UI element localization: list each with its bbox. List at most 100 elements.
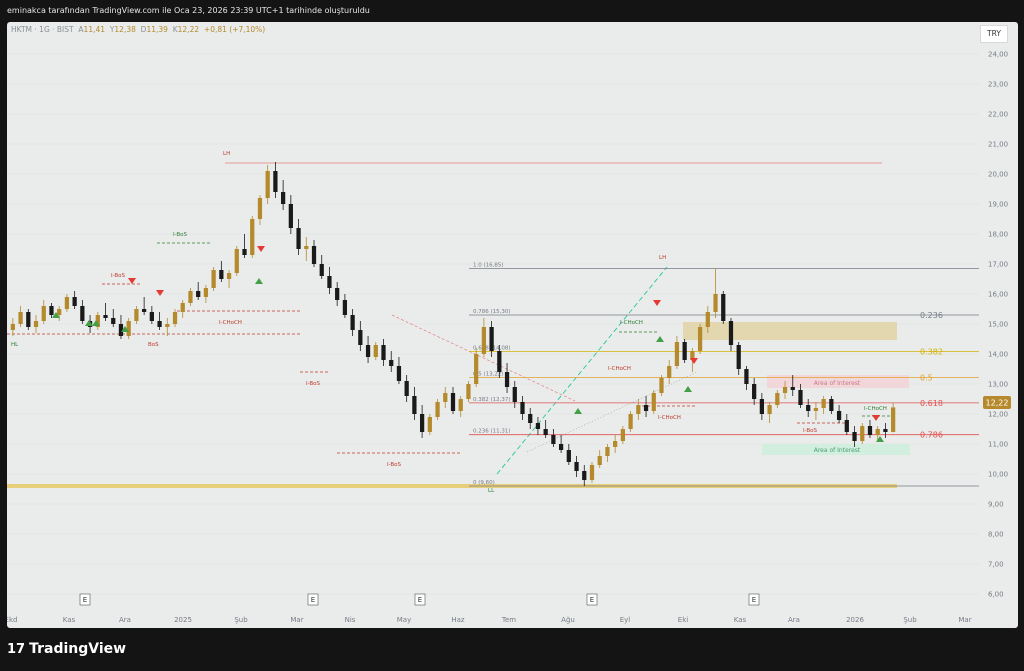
tradingview-logo[interactable]: 𝟭𝟳 TradingView: [7, 641, 126, 657]
sell-marker: [653, 300, 661, 306]
x-tick-label: Eyl: [620, 616, 631, 624]
candle-body: [288, 204, 293, 228]
label-lh-2: LH: [659, 255, 666, 261]
candle-body: [798, 390, 803, 405]
candle-body: [504, 372, 510, 387]
earnings-marker-5[interactable]: E: [748, 593, 760, 606]
x-tick-label: Haz: [451, 616, 465, 624]
y-tick-label: 13,00: [988, 381, 1008, 389]
y-tick-label: 19,00: [988, 201, 1008, 209]
y-tick-label: 16,00: [988, 291, 1008, 299]
candle-body: [280, 192, 286, 204]
candle-body: [111, 318, 116, 324]
buy-marker: [85, 320, 93, 326]
candle-body: [566, 450, 571, 462]
y-tick-label: 20,00: [988, 171, 1008, 179]
area-of-interest-upper-label: Area of Interest: [814, 380, 861, 387]
high-value: 12,38: [114, 25, 136, 34]
candle-body: [10, 324, 15, 330]
candle-body: [265, 171, 270, 198]
x-tick-label: Mar: [958, 616, 971, 624]
candle-body: [489, 327, 494, 351]
candle-body: [643, 405, 649, 411]
earnings-marker-4[interactable]: E: [586, 593, 598, 606]
candle-body: [713, 294, 718, 312]
x-tick-label: 2026: [846, 616, 864, 624]
label-ichoch-1: I-CHoCH: [219, 320, 242, 326]
candle-body: [891, 407, 896, 432]
svg-text:E: E: [752, 596, 756, 604]
fib-ratio-label: 0.786: [920, 431, 943, 440]
buy-marker: [876, 436, 884, 442]
candle-body: [72, 297, 77, 306]
candle-body: [172, 312, 178, 324]
buy-marker: [92, 320, 100, 326]
candle-body: [867, 426, 873, 435]
candle-body: [520, 402, 525, 414]
candle-body: [458, 399, 463, 411]
candle-body: [118, 324, 124, 336]
candle-body: [690, 351, 695, 360]
y-tick-label: 7,00: [988, 561, 1004, 569]
candle-body: [836, 411, 842, 420]
candle-body: [157, 321, 162, 327]
x-tick-label: Kas: [734, 616, 747, 624]
x-tick-label: Nis: [345, 616, 356, 624]
buy-marker: [684, 386, 692, 392]
candle-body: [57, 309, 62, 315]
candle-body: [296, 228, 301, 249]
candle-body: [636, 405, 641, 414]
sell-marker: [690, 358, 698, 364]
candle-body: [674, 342, 680, 366]
candle-body: [775, 393, 780, 405]
candle-body: [126, 321, 131, 336]
fib-level-label: 0.786 (15,30): [473, 309, 511, 315]
y-tick-label: 10,00: [988, 471, 1008, 479]
svg-text:E: E: [590, 596, 594, 604]
open-value: 11,41: [83, 25, 106, 34]
chart-frame[interactable]: Area of Interest Area of Interest 1.0 (1…: [7, 22, 1018, 628]
candle-body: [180, 303, 185, 312]
x-tick-label: Şub: [234, 616, 248, 624]
fib-ratio-label: 0.618: [920, 399, 943, 408]
candle-body: [64, 297, 70, 309]
candle-body: [219, 270, 224, 279]
candle-body: [767, 405, 772, 414]
candle-body: [728, 321, 734, 345]
change-value: +0,81 (+7,10%): [203, 25, 266, 34]
fib-ratio-label: 0.236: [920, 311, 943, 320]
candle-layer: [10, 162, 896, 486]
label-ibos-2: I-BoS: [173, 232, 188, 238]
candle-body: [620, 429, 626, 441]
candle-body: [103, 315, 108, 318]
candle-body: [558, 444, 564, 450]
candle-body: [860, 426, 865, 441]
candle-body: [389, 360, 394, 366]
x-tick-label: Tem: [501, 616, 516, 624]
earnings-marker-3[interactable]: E: [414, 593, 426, 606]
buy-marker: [656, 336, 664, 342]
currency-button[interactable]: TRY: [980, 25, 1008, 43]
earnings-marker-2[interactable]: E: [307, 593, 319, 606]
candle-body: [26, 312, 31, 327]
svg-text:E: E: [418, 596, 422, 604]
supply-zone: [683, 322, 897, 340]
earnings-marker-1[interactable]: E: [79, 593, 91, 606]
candle-body: [682, 342, 687, 360]
candle-body: [752, 384, 757, 399]
candle-body: [435, 402, 440, 417]
candle-body: [49, 306, 54, 315]
diagonal-trendline: [391, 314, 576, 402]
candle-body: [628, 414, 633, 429]
candle-body: [543, 429, 548, 435]
candle-body: [759, 399, 764, 414]
candle-body: [597, 456, 602, 465]
candle-body: [844, 420, 849, 432]
fib-level-label: 0.236 (11,31): [473, 429, 511, 435]
candle-body: [659, 378, 664, 393]
price-chart[interactable]: Area of Interest Area of Interest 1.0 (1…: [7, 22, 1018, 628]
support-trendline: [526, 371, 698, 453]
candle-body: [466, 384, 471, 399]
y-tick-label: 6,00: [988, 591, 1004, 599]
